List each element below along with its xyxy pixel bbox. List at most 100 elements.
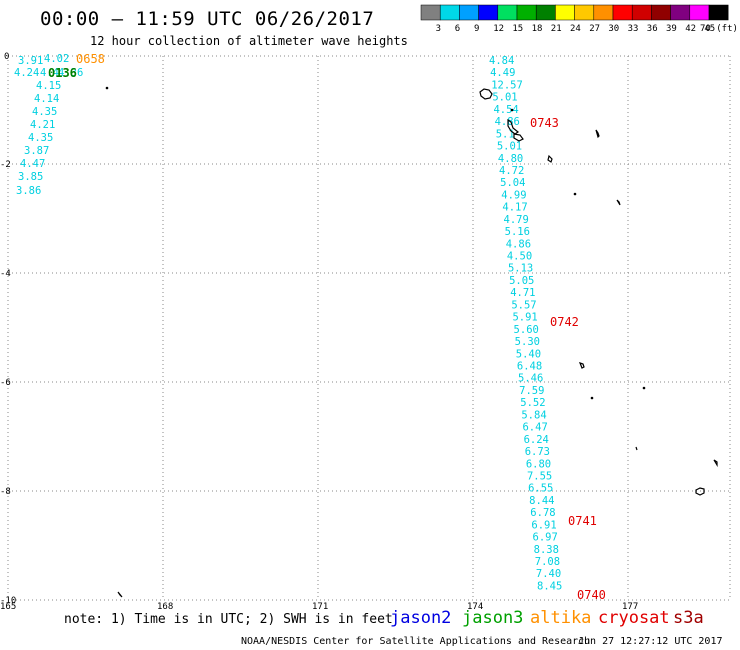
swh-label: 4.80 [498, 153, 523, 165]
y-tick-label: 0 [4, 52, 9, 62]
island-outline [635, 446, 638, 451]
island-outline [578, 362, 585, 369]
swh-label: 12.57 [491, 79, 523, 91]
swh-label: 5.04 [500, 177, 525, 189]
swh-label: 6.55 [528, 483, 553, 495]
swh-label: 5.05 [509, 275, 534, 287]
swh-label: 6.78 [530, 507, 555, 519]
swh-label: 4.54 [493, 104, 518, 116]
swh-label: 8.44 [529, 495, 554, 507]
swh-label: 7.59 [519, 385, 544, 397]
swh-label: 6.47 [522, 422, 547, 434]
footer-credit: NOAA/NESDIS Center for Satellite Applica… [241, 636, 591, 647]
pass-time-label: 0742 [550, 315, 579, 329]
swh-label: 4.17 [502, 202, 527, 214]
island-outline [547, 154, 553, 163]
colorbar-label: 45 [704, 24, 715, 34]
legend-jason2: jason2 [390, 608, 452, 628]
swh-label: 3.85 [18, 171, 43, 183]
swh-label: 4.71 [510, 287, 535, 299]
swh-label: 8.45 [537, 580, 562, 592]
legend-jason3: jason3 [462, 608, 524, 628]
legend-altika: altika [530, 608, 592, 628]
map-title: 00:00 – 11:59 UTC 06/26/2017 [40, 8, 375, 30]
swh-label: 8.38 [534, 544, 559, 556]
legend-s3a: s3a [673, 608, 704, 628]
swh-label: 4.36 [58, 67, 83, 79]
colorbar-label: 18 [532, 24, 543, 34]
swh-label: 5.1 [496, 128, 515, 140]
swh-label: 3.91 [18, 55, 43, 67]
x-tick-label: 168 [157, 602, 173, 610]
y-tick-label: -2 [0, 160, 11, 170]
x-tick-label: 171 [312, 602, 328, 610]
swh-label: 4.02 [44, 53, 69, 65]
colorbar-label: 33 [628, 24, 639, 34]
swh-label: 3.87 [24, 145, 49, 157]
swh-label: 6.48 [517, 361, 542, 373]
swh-label: 5.40 [516, 348, 541, 360]
colorbar-label: 9 [474, 24, 479, 34]
pass-time-label: 0658 [76, 52, 105, 66]
swh-label: 4.35 [28, 132, 53, 144]
y-tick-label: -4 [0, 269, 11, 279]
colorbar-swatch [708, 4, 729, 21]
pass-time-label: 0740 [577, 588, 606, 602]
colorbar-label: 70 (ft) [700, 24, 738, 34]
swh-label: 5.01 [497, 141, 522, 153]
pass-time-label: 0743 [530, 116, 559, 130]
swh-label: 5.84 [521, 409, 546, 421]
swh-label: 5.13 [508, 263, 533, 275]
colorbar-label: 21 [551, 24, 562, 34]
swh-label: 4.4 [40, 67, 59, 79]
colorbar-label: 39 [666, 24, 677, 34]
x-tick-label: 177 [622, 602, 638, 610]
colorbar-label: 36 [647, 24, 658, 34]
island-dot [510, 108, 514, 112]
swh-label: 5.91 [512, 312, 537, 324]
swh-label: 7.55 [527, 470, 552, 482]
swh-label: 4.47 [20, 158, 45, 170]
pass-time-label: 0136 [48, 66, 77, 80]
island-outline [513, 133, 524, 142]
swh-label: 4.15 [36, 80, 61, 92]
swh-label: 4.49 [490, 67, 515, 79]
swh-label: 4.35 [32, 106, 57, 118]
pass-time-label: 0741 [568, 514, 597, 528]
swh-label: 3.86 [16, 185, 41, 197]
footer-timestamp: Jun 27 12:27:12 UTC 2017 [578, 636, 723, 647]
swh-label: 5.46 [518, 373, 543, 385]
island-outline [695, 487, 705, 496]
colorbar-label: 24 [570, 24, 581, 34]
swh-label: 4.84 [489, 55, 514, 67]
y-tick-label: -10 [0, 596, 16, 606]
swh-label: 4.14 [34, 93, 59, 105]
island-outline [117, 591, 123, 598]
swh-label: 4.24 [14, 67, 39, 79]
swh-label: 6.80 [526, 458, 551, 470]
colorbar-label: 15 [512, 24, 523, 34]
colorbar-label: 30 [608, 24, 619, 34]
swh-label: 4.21 [30, 119, 55, 131]
colorbar-label: 6 [455, 24, 460, 34]
swh-label: 5.60 [514, 324, 539, 336]
swh-label: 5.57 [511, 299, 536, 311]
x-tick-label: 174 [467, 602, 483, 610]
island-outline [507, 118, 520, 135]
legend-cryosat: cryosat [598, 608, 670, 628]
swh-label: 6.97 [533, 532, 558, 544]
map-subtitle: 12 hour collection of altimeter wave hei… [90, 34, 408, 48]
island-dot [642, 386, 646, 390]
y-tick-label: -6 [0, 378, 11, 388]
swh-label: 6.73 [525, 446, 550, 458]
swh-label: 4.79 [504, 214, 529, 226]
colorbar-label: 12 [493, 24, 504, 34]
swh-label: 7.08 [535, 556, 560, 568]
swh-label: 5.01 [492, 92, 517, 104]
colorbar-label: 27 [589, 24, 600, 34]
colorbar-label: 42 [685, 24, 696, 34]
island-dot [573, 192, 577, 196]
swh-label: 4.50 [507, 251, 532, 263]
